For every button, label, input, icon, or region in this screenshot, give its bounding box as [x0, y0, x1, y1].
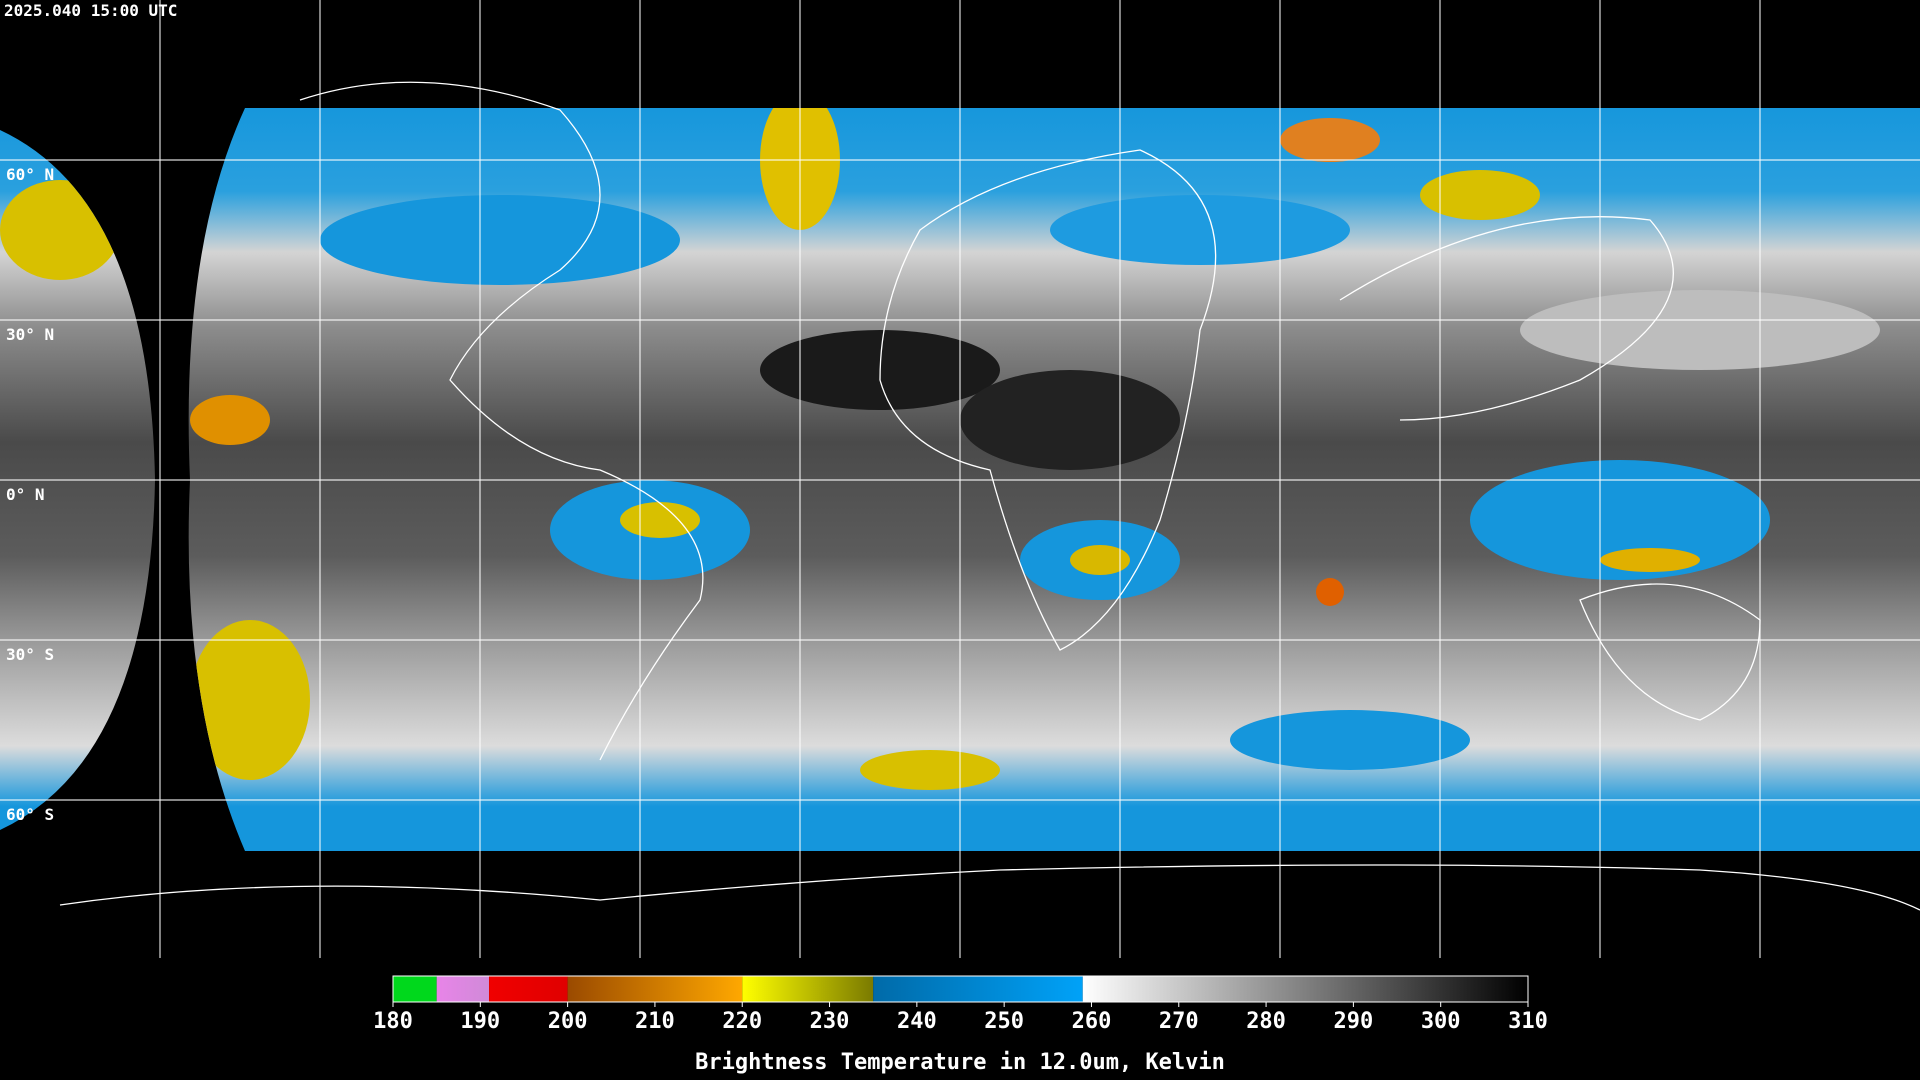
colorbar-tick-label: 310	[1508, 1009, 1548, 1034]
latitude-label: 60° S	[6, 805, 54, 824]
colorbar-tick-label: 190	[460, 1009, 500, 1034]
colorbar-tick-label: 250	[984, 1009, 1024, 1034]
colorbar-tick-label: 230	[810, 1009, 850, 1034]
latitude-labels: 60° N 30° N 0° N 30° S 60° S	[6, 165, 54, 824]
colorbar-tick-label: 200	[548, 1009, 588, 1034]
latitude-label: 30° N	[6, 325, 54, 344]
colorbar-tick-label: 300	[1421, 1009, 1461, 1034]
colorbar-segment	[567, 976, 743, 1002]
timestamp: 2025.040 15:00 UTC	[4, 1, 177, 20]
colorbar-segment	[1082, 976, 1528, 1002]
graticule	[0, 0, 1920, 958]
colorbar-segment	[742, 976, 874, 1002]
colorbar-segment	[436, 976, 490, 1002]
colorbar-tick-label: 210	[635, 1009, 675, 1034]
latitude-label: 60° N	[6, 165, 54, 184]
coastlines	[59, 81, 1920, 911]
latitude-label: 30° S	[6, 645, 54, 664]
colorbar-tick-label: 220	[722, 1009, 762, 1034]
colorbar-tick-label: 180	[373, 1009, 413, 1034]
colorbar-tick-label: 280	[1246, 1009, 1286, 1034]
colorbar: 180 190 200 210 220 230 240 250 260 270 280 290 300 3…	[373, 975, 1548, 1034]
latitude-label: 0° N	[6, 485, 45, 504]
colorbar-tick-label: 240	[897, 1009, 937, 1034]
colorbar-tick-label: 290	[1334, 1009, 1374, 1034]
colorbar-tick-label: 260	[1072, 1009, 1112, 1034]
colorbar-tick-label: 270	[1159, 1009, 1199, 1034]
colorbar-label: Brightness Temperature in 12.0um, Kelvin	[695, 1050, 1225, 1075]
colorbar-segment	[873, 976, 1083, 1002]
colorbar-frame	[392, 975, 1529, 1003]
colorbar-segment	[393, 976, 437, 1002]
colorbar-segment	[489, 976, 568, 1002]
